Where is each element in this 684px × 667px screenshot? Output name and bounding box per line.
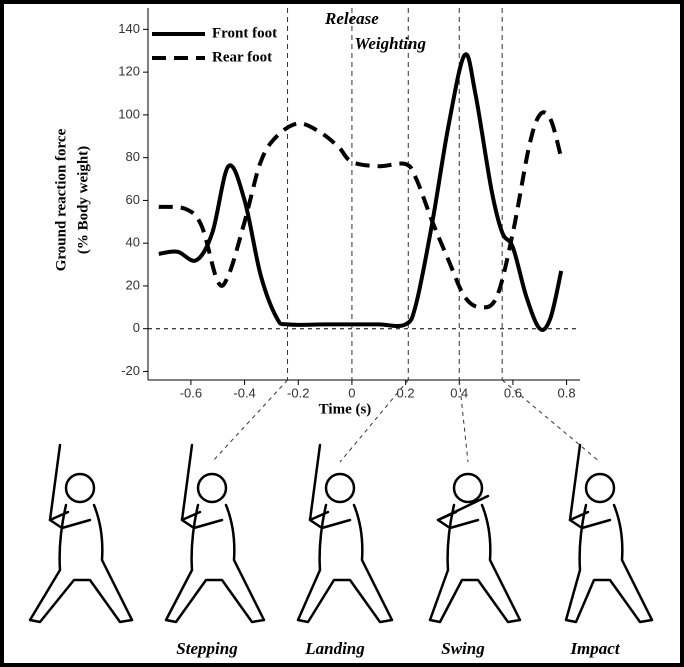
legend-label: Front foot	[212, 25, 277, 41]
y-tick-label: 80	[126, 149, 140, 164]
connector	[501, 379, 601, 463]
x-tick-label: -0.2	[287, 385, 309, 400]
figure-arms	[436, 510, 480, 530]
x-tick-label: -0.6	[180, 385, 202, 400]
x-tick-label: 0.2	[397, 385, 415, 400]
x-tick-label: 0.6	[504, 385, 522, 400]
connector	[339, 379, 409, 463]
figure-body	[28, 503, 134, 624]
batter-figure	[164, 443, 266, 624]
x-tick-label: -0.4	[233, 385, 255, 400]
figure-bat	[48, 443, 62, 522]
connector	[458, 379, 469, 463]
figure-head	[452, 472, 484, 504]
batter-figure	[428, 472, 522, 624]
figure-bat	[568, 443, 582, 522]
figure-body	[296, 503, 394, 624]
y-tick-label: 100	[118, 106, 140, 121]
figure-arms	[48, 510, 92, 530]
series-line	[158, 52, 564, 332]
figure-head	[64, 472, 96, 504]
figure-head	[584, 472, 616, 504]
x-axis-label: Time (s)	[319, 401, 372, 417]
figure-bat	[308, 443, 322, 522]
figure-body	[164, 503, 266, 624]
figures	[28, 443, 654, 624]
figure-body	[428, 503, 522, 624]
y-axis-label: Ground reaction force	[53, 128, 69, 271]
batter-figure	[28, 443, 134, 624]
figure-bat	[180, 443, 194, 522]
figure-head	[324, 472, 356, 504]
x-tick-label: 0.8	[558, 385, 576, 400]
batter-figure	[296, 443, 394, 624]
figure-label: Landing	[304, 639, 365, 658]
x-tick-label: 0.4	[450, 385, 468, 400]
figure-arms	[308, 510, 352, 530]
y-tick-label: 20	[126, 277, 140, 292]
x-tick-label: 0	[348, 385, 355, 400]
legend-label: Rear foot	[212, 49, 272, 65]
y-tick-label: 0	[133, 320, 140, 335]
figure-label: Impact	[569, 639, 620, 658]
y-tick-label: -20	[121, 363, 140, 378]
annotation: Release	[324, 9, 379, 28]
figure-label: Swing	[441, 639, 485, 658]
batter-figure	[564, 443, 654, 624]
y-tick-label: 60	[126, 192, 140, 207]
figure-bat	[436, 494, 490, 522]
figure-arms	[568, 510, 612, 530]
figure-arms	[180, 510, 224, 530]
figure-head	[196, 472, 228, 504]
connector	[211, 379, 288, 463]
annotation: Weighting	[355, 34, 427, 53]
y-tick-label: 140	[118, 21, 140, 36]
figure-label: Stepping	[176, 639, 238, 658]
y-tick-label: 40	[126, 235, 140, 250]
y-tick-label: 120	[118, 64, 140, 79]
series-line	[158, 110, 564, 310]
y-axis-label: (% Body weight)	[75, 146, 91, 254]
figure-body	[564, 503, 654, 624]
